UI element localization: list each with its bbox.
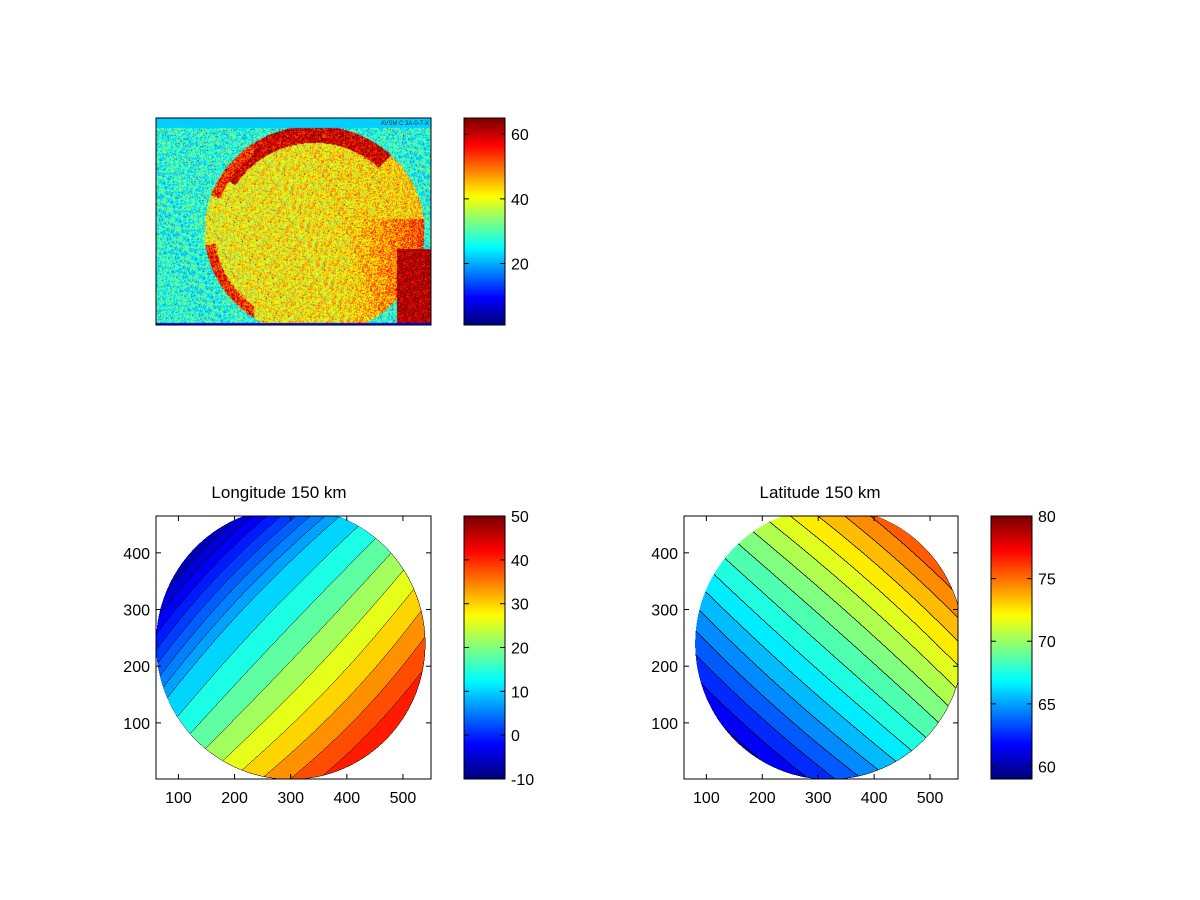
lat-y-tick-label: 300 xyxy=(651,603,678,620)
lon-x-tick-label: 300 xyxy=(277,790,304,807)
lon-x-tick-label: 200 xyxy=(221,790,248,807)
lat-x-tick-label: 300 xyxy=(805,790,832,807)
lon-y-tick-label: 300 xyxy=(123,603,150,620)
latitude-colorbar-tick-label: 75 xyxy=(1038,572,1056,589)
latitude-plot-area xyxy=(684,516,958,779)
longitude-contour-fill xyxy=(156,516,431,779)
longitude-colorbar-tick-label: 0 xyxy=(511,728,520,745)
lat-y-tick-label: 200 xyxy=(651,659,678,676)
image-axes-frame xyxy=(155,117,432,326)
image-raster xyxy=(156,118,431,325)
longitude-plot-area xyxy=(156,516,431,779)
lon-x-tick-label: 500 xyxy=(390,790,417,807)
image-colorbar-ticks: 20 40 60 xyxy=(464,127,529,274)
latitude-colorbar-tick-label: 70 xyxy=(1038,634,1056,651)
longitude-x-axis: 100 200 300 400 500 xyxy=(165,516,416,807)
image-colorbar: 20 40 60 xyxy=(463,117,529,326)
latitude-x-axis: 100 200 300 400 500 xyxy=(693,516,943,807)
latitude-contour-fill xyxy=(684,516,958,779)
latitude-title: Latitude 150 km xyxy=(760,483,881,502)
lon-y-tick-label: 400 xyxy=(123,546,150,563)
image-pixels xyxy=(156,118,431,325)
longitude-colorbar-tick-label: 20 xyxy=(511,641,529,658)
lon-x-tick-label: 100 xyxy=(165,790,192,807)
image-colorbar-tick-label: 60 xyxy=(511,127,529,144)
image-colorbar-gradient-image xyxy=(464,118,505,325)
longitude-colorbar-tick-label: -10 xyxy=(511,772,534,789)
longitude-title: Longitude 150 km xyxy=(211,483,346,502)
lat-y-tick-label: 100 xyxy=(651,716,678,733)
latitude-colorbar-gradient-image xyxy=(991,516,1032,779)
lon-y-tick-label: 200 xyxy=(123,659,150,676)
lat-x-tick-label: 400 xyxy=(861,790,888,807)
longitude-panel: Longitude 150 km 100 200 300 400 500 1002003… xyxy=(123,483,534,807)
latitude-colorbar-tick-label: 65 xyxy=(1038,697,1056,714)
latitude-colorbar-ticks: 60 65 70 75 80 xyxy=(991,509,1056,776)
latitude-colorbar: 60 65 70 75 80 xyxy=(990,509,1056,780)
lat-x-tick-label: 200 xyxy=(749,790,776,807)
image-colorbar-tick-label: 20 xyxy=(511,257,529,274)
latitude-colorbar-tick-label: 60 xyxy=(1038,759,1056,776)
longitude-colorbar-tick-label: 40 xyxy=(511,553,529,570)
latitude-y-axis: 100 200 300 400 xyxy=(651,546,958,733)
latitude-colorbar-tick-label: 80 xyxy=(1038,509,1056,526)
longitude-y-axis: 100 200 300 400 xyxy=(123,546,431,733)
latitude-colorbar-frame xyxy=(990,515,1033,780)
lon-x-tick-label: 400 xyxy=(333,790,360,807)
longitude-colorbar-tick-label: 30 xyxy=(511,597,529,614)
longitude-colorbar-gradient-image xyxy=(464,516,505,779)
lat-x-tick-label: 500 xyxy=(917,790,944,807)
lat-y-tick-label: 400 xyxy=(651,546,678,563)
image-header-text: AVSM C 3A-0-7-X xyxy=(381,121,429,127)
longitude-colorbar: -10 0 10 20 30 40 50 xyxy=(463,509,534,789)
longitude-axes-frame xyxy=(155,515,432,780)
image-colorbar-frame xyxy=(463,117,506,326)
lat-x-tick-label: 100 xyxy=(693,790,720,807)
image-colorbar-tick-label: 40 xyxy=(511,192,529,209)
latitude-axes-frame xyxy=(683,515,959,780)
longitude-colorbar-tick-label: 10 xyxy=(511,684,529,701)
longitude-colorbar-tick-label: 50 xyxy=(511,509,529,526)
latitude-panel: Latitude 150 km 100 200 300 400 500 100 200 30… xyxy=(651,483,1056,807)
lon-y-tick-label: 100 xyxy=(123,716,150,733)
longitude-colorbar-ticks: -10 0 10 20 30 40 50 xyxy=(464,509,534,789)
image-panel: AVSM C 3A-0-7-X 20 40 60 xyxy=(155,117,529,326)
